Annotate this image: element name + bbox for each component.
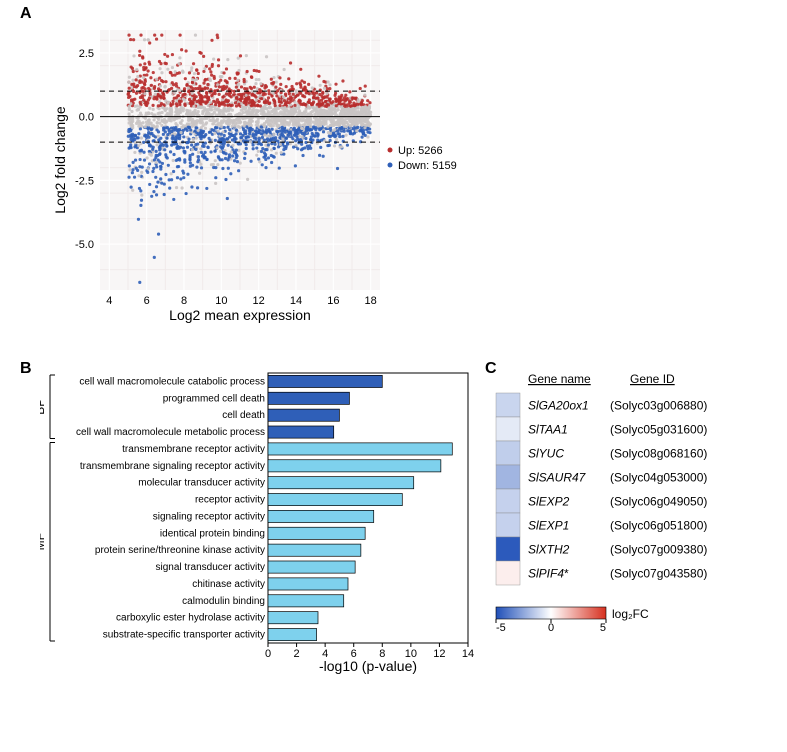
svg-text:molecular transducer activity: molecular transducer activity <box>138 478 265 489</box>
svg-text:SlTAA1: SlTAA1 <box>528 422 568 436</box>
svg-text:SlPIF4*: SlPIF4* <box>528 566 569 580</box>
svg-text:programmed cell death: programmed cell death <box>163 393 265 404</box>
svg-text:transmembrane receptor activit: transmembrane receptor activity <box>122 444 265 455</box>
svg-text:(Solyc03g006880): (Solyc03g006880) <box>610 398 707 412</box>
svg-text:6: 6 <box>144 295 150 307</box>
svg-text:SlGA20ox1: SlGA20ox1 <box>528 398 589 412</box>
svg-text:14: 14 <box>290 295 302 307</box>
svg-text:-2.5: -2.5 <box>75 175 94 187</box>
svg-text:(Solyc07g009380): (Solyc07g009380) <box>610 542 707 556</box>
svg-text:MF: MF <box>40 533 47 550</box>
svg-text:(Solyc07g043580): (Solyc07g043580) <box>610 566 707 580</box>
svg-text:transmembrane signaling recept: transmembrane signaling receptor activit… <box>80 461 265 472</box>
svg-text:14: 14 <box>462 648 474 660</box>
svg-text:SlEXP2: SlEXP2 <box>528 494 570 508</box>
svg-text:identical protein binding: identical protein binding <box>160 528 265 539</box>
svg-text:BP: BP <box>40 399 47 415</box>
svg-text:signaling receptor activity: signaling receptor activity <box>153 511 265 522</box>
svg-text:carboxylic ester hydrolase act: carboxylic ester hydrolase activity <box>116 613 265 624</box>
svg-text:-5: -5 <box>496 622 506 634</box>
svg-text:SlSAUR47: SlSAUR47 <box>528 470 587 484</box>
ma-plot: 4 6 8 10 12 14 16 18 -5.0 -2.5 0.0 2.5 Log2 mean exp… <box>40 10 490 340</box>
figure-container: A 4 6 8 10 12 14 16 18 -5.0 -2.5 0.0 2.5 Log2 mean e… <box>0 0 787 752</box>
svg-text:0.0: 0.0 <box>79 112 94 124</box>
panel-b-bars: 02468101214-log10 (p-value)cell wall mac… <box>40 365 460 715</box>
svg-text:(Solyc06g051800): (Solyc06g051800) <box>610 518 707 532</box>
svg-text:log₂FC: log₂FC <box>612 607 649 621</box>
panel-c-heatmap: Gene name Gene ID SlGA20ox1 (Solyc03g006880… <box>490 365 780 715</box>
svg-text:Gene name: Gene name <box>528 372 591 386</box>
svg-text:calmodulin binding: calmodulin binding <box>182 596 265 607</box>
svg-text:Log2 mean expression: Log2 mean expression <box>169 307 311 323</box>
svg-text:18: 18 <box>365 295 377 307</box>
svg-text:SlYUC: SlYUC <box>528 446 564 460</box>
svg-text:cell wall macromolecule metabo: cell wall macromolecule metabolic proces… <box>76 427 265 438</box>
svg-text:(Solyc08g068160): (Solyc08g068160) <box>610 446 707 460</box>
svg-text:(Solyc04g053000): (Solyc04g053000) <box>610 470 707 484</box>
svg-text:0: 0 <box>548 622 554 634</box>
svg-text:receptor activity: receptor activity <box>195 495 265 506</box>
svg-text:(Solyc06g049050): (Solyc06g049050) <box>610 494 707 508</box>
svg-text:SlXTH2: SlXTH2 <box>528 542 570 556</box>
svg-text:-5.0: -5.0 <box>75 239 94 251</box>
svg-text:2.5: 2.5 <box>79 48 94 60</box>
svg-text:protein serine/threonine kinas: protein serine/threonine kinase activity <box>95 545 265 556</box>
panel-b-label: B <box>20 360 32 378</box>
svg-text:cell death: cell death <box>222 410 265 421</box>
svg-text:Down: 5159: Down: 5159 <box>398 160 457 172</box>
svg-text:signal transducer activity: signal transducer activity <box>156 562 266 573</box>
svg-text:2: 2 <box>294 648 300 660</box>
svg-text:10: 10 <box>215 295 227 307</box>
svg-text:Up: 5266: Up: 5266 <box>398 145 443 157</box>
svg-text:substrate-specific transporter: substrate-specific transporter activity <box>103 630 265 641</box>
svg-text:8: 8 <box>181 295 187 307</box>
svg-text:cell wall macromolecule catabo: cell wall macromolecule catabolic proces… <box>79 376 265 387</box>
svg-text:Log2 fold change: Log2 fold change <box>52 106 68 214</box>
svg-text:5: 5 <box>600 622 606 634</box>
svg-text:4: 4 <box>106 295 112 307</box>
svg-text:12: 12 <box>253 295 265 307</box>
panel-a-scatter: 4 6 8 10 12 14 16 18 -5.0 -2.5 0.0 2.5 Log2 mean exp… <box>40 10 490 340</box>
svg-text:(Solyc05g031600): (Solyc05g031600) <box>610 422 707 436</box>
go-barchart: 02468101214-log10 (p-value)cell wall mac… <box>40 365 480 705</box>
gene-heatmap: Gene name Gene ID SlGA20ox1 (Solyc03g006880… <box>490 365 780 715</box>
svg-text:16: 16 <box>327 295 339 307</box>
svg-text:12: 12 <box>433 648 445 660</box>
svg-text:SlEXP1: SlEXP1 <box>528 518 569 532</box>
svg-text:-log10 (p-value): -log10 (p-value) <box>319 658 417 674</box>
svg-text:0: 0 <box>265 648 271 660</box>
panel-a-label: A <box>20 5 32 23</box>
svg-text:Gene ID: Gene ID <box>630 372 675 386</box>
svg-text:chitinase activity: chitinase activity <box>192 579 265 590</box>
